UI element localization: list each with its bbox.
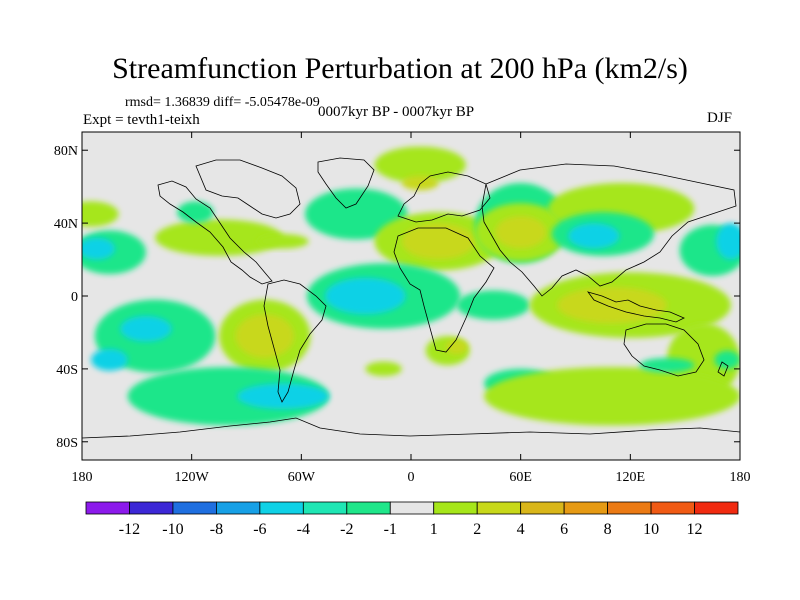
field-region-3 [82,237,115,260]
africa-coast [393,227,495,353]
y-tick-label-4: 80S [56,436,78,451]
south-america-coast [263,279,327,403]
colorbar-bin-0 [85,501,130,515]
colorbar-bin-13 [650,501,695,515]
colorbar-bin-8 [433,501,478,515]
colorbar-label-4: -4 [297,521,310,538]
antarctica-coast [82,417,740,439]
indonesia-coast [586,291,685,323]
field-region-32 [365,361,402,377]
x-tick-label-6: 180 [730,470,751,485]
field-region-6 [257,234,309,249]
field-region-13 [495,215,547,249]
x-tick-label-3: 0 [408,470,415,485]
colorbar-label-12: 10 [643,521,659,538]
field-region-37 [639,357,695,373]
field-region-31 [237,383,329,409]
x-tick-label-4: 60E [509,470,532,485]
colorbar-label-7: 1 [430,521,438,538]
field-region-1 [304,188,408,240]
field-region-16 [568,223,620,249]
colorbar-bin-10 [520,501,565,515]
australia-coast [623,323,705,377]
field-region-7 [374,146,466,184]
chart-title: Streamfunction Perturbation at 200 hPa (… [112,52,688,85]
canada-arctic-coast [195,159,301,219]
field-region-8 [401,175,439,191]
colorbar-label-5: -2 [340,521,353,538]
field-region-38 [714,350,740,369]
coastlines [82,157,740,439]
stats-line: rmsd= 1.36839 diff= -5.05478e-09 [125,95,320,110]
field-region-18 [716,223,740,260]
colorbar-bin-12 [607,501,652,515]
colorbar-label-6: -1 [384,521,397,538]
new-zealand-coast [717,361,729,377]
colorbar-bin-5 [302,501,348,515]
colorbar-label-9: 4 [517,521,525,538]
colorbar-label-0: -12 [119,521,140,538]
colorbar-label-3: -6 [253,521,266,538]
x-tick-label-2: 60W [288,470,316,485]
greenland-coast [317,157,375,209]
field-region-10 [401,223,475,260]
field-region-30 [127,367,329,426]
y-tick-label-1: 40N [54,217,78,232]
field-region-4 [82,201,119,227]
field-region-21 [456,290,530,320]
field-region-29 [235,314,295,358]
axes: 180 120W 60W 0 60E 120E 180 80N 40N 0 40S 80S [54,132,751,485]
x-tick-label-1: 120W [175,470,210,485]
field-region-0 [155,219,284,256]
north-america-coast [157,180,273,285]
colorbar-label-13: 12 [687,521,703,538]
colorbar-label-8: 2 [473,521,481,538]
colorbar-label-11: 8 [604,521,612,538]
colorbar-label-2: -8 [210,521,223,538]
y-tick-label-2: 0 [71,290,78,305]
colorbar-label-1: -10 [162,521,183,538]
field-region-26 [120,316,172,342]
colorbar-bin-7 [389,501,435,515]
season-label: DJF [707,110,733,126]
field-region-36 [484,367,740,426]
y-tick-label-0: 80N [54,144,78,159]
field-region-20 [325,277,406,315]
field-region-5 [177,201,214,224]
period-label: 0007kyr BP - 0007kyr BP [318,104,475,120]
field-region-23 [557,286,667,324]
colorbar-bin-14 [694,501,739,515]
colorbar-bin-2 [172,501,217,515]
field-region-34 [445,339,468,355]
colorbar-bin-6 [346,501,391,515]
x-tick-label-5: 120E [616,470,646,485]
field-layer [82,146,740,426]
field-region-27 [91,348,128,371]
experiment-label: Expt = tevth1-teixh [83,112,200,128]
asia-coast [481,163,737,297]
colorbar-bin-9 [476,501,522,515]
colorbar-bin-4 [259,501,304,515]
x-tick-label-0: 180 [72,470,93,485]
colorbar-bin-1 [129,501,174,515]
y-tick-label-3: 40S [56,363,78,378]
colorbar-label-10: 6 [560,521,568,538]
colorbar-bin-11 [563,501,609,515]
colorbar: -12 -10 -8 -6 -4 -2 -1 1 2 4 6 8 10 12 [85,501,739,538]
colorbar-bin-3 [215,501,261,515]
